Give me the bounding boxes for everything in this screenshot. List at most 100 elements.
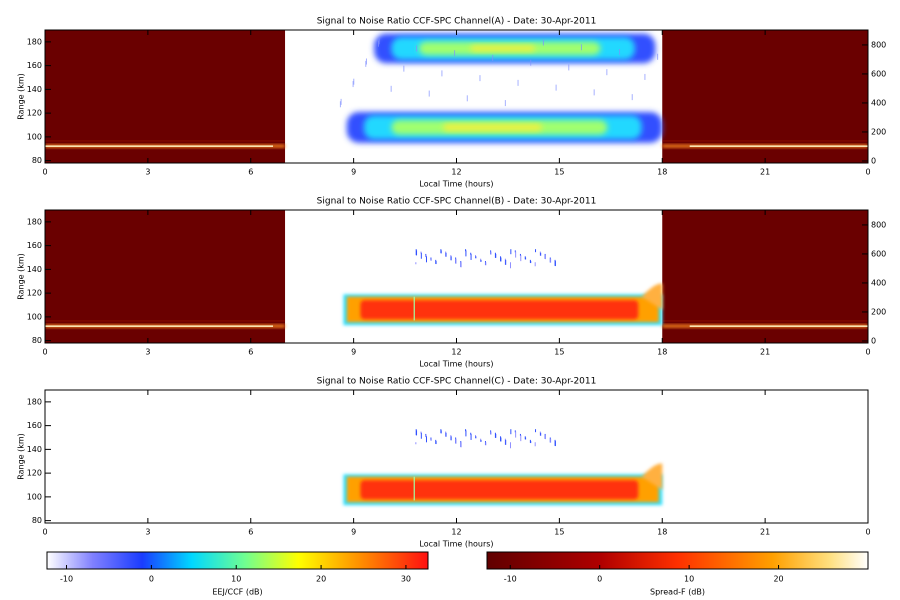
echo-speck [631,94,633,101]
y-tick-label: 120 [27,109,42,118]
x-tick-label: 15 [554,528,564,537]
echo-speck [510,429,512,435]
x-tick-label: 3 [145,168,150,177]
echo-speck [485,442,487,446]
echo-speck [352,81,354,88]
x-tick-label: 18 [657,168,667,177]
y-tick-label: 140 [27,445,42,454]
x-tick-label: 6 [248,168,253,177]
y2-tick-label: 200 [871,307,886,316]
echo-speck [492,54,494,61]
echo-speck [378,38,380,45]
echo-line [413,476,415,501]
echo-speck [580,44,582,51]
x-tick-label: 9 [351,528,356,537]
echo-speck [475,256,477,259]
echo-speck [479,75,481,82]
echo-speck [555,84,557,91]
colorbar-tick-label: 20 [773,575,783,584]
echo-speck [480,439,482,442]
panel-title: Signal to Noise Ratio CCF-SPC Channel(B)… [317,197,597,207]
echo-speck [460,262,462,268]
echo-speck [365,58,367,65]
spread-f-core [45,325,274,327]
spread-f-faint [662,140,868,142]
echo-speck [420,251,422,254]
y-tick-label: 160 [27,241,42,250]
y-tick-label: 80 [32,156,42,165]
echo-speck [515,431,517,438]
echo-speck [416,45,418,52]
echo-speck [530,441,532,444]
colorbar-label: EEJ/CCF (dB) [212,588,262,597]
colorbar [486,551,869,570]
y-tick-label: 160 [27,61,42,70]
y2-tick-label: 800 [871,40,886,49]
echo-bump [641,463,663,490]
echo-line [413,296,415,321]
x-axis-label: Local Time (hours) [419,360,493,369]
echo-speck [540,432,542,436]
spread-f-core [45,145,274,147]
x-tick-label: 21 [760,348,770,357]
echo-speck [475,436,477,439]
x-tick-label: 12 [451,528,461,537]
spread-f-faint [45,320,286,322]
echo-speck [455,438,457,444]
y-axis-label: Range (km) [17,433,26,480]
echo-speck [490,431,492,435]
x-tick-label: 15 [554,348,564,357]
colorbar-tick-label: -10 [60,575,73,584]
colorbar-tick-label: 0 [149,575,154,584]
echo-speck [514,430,516,433]
heatmap [45,30,868,163]
echo-speck [534,262,536,267]
echo-speck [495,433,497,438]
echo-speck [619,49,621,55]
echo-speck [435,441,437,445]
echo-speck [500,437,502,442]
echo-speck [530,59,532,66]
echo-speck [530,261,532,264]
echo-speck [540,252,542,256]
echo-speck [520,255,522,262]
colorbar-tick-label: 10 [684,575,694,584]
echo-speck [490,251,492,255]
echo-speck [505,439,507,445]
x-tick-label: 21 [760,168,770,177]
echo-speck [519,433,521,436]
x-tick-label: 0 [42,168,47,177]
echo-speck [505,259,507,265]
y-tick-label: 180 [27,37,42,46]
y-tick-label: 100 [27,132,42,141]
x-tick-label: 3 [145,528,150,537]
y-tick-label: 100 [27,312,42,321]
echo-speck [520,435,522,442]
echo-speck [445,252,447,257]
x-axis-label: Local Time (hours) [419,180,493,189]
echo-speck [466,95,468,102]
spread-f-faint [662,320,868,322]
echo-speck [416,250,418,256]
colorbar-label: Spread-F (dB) [650,588,705,597]
colorbar [46,551,429,570]
echo-speck [403,65,405,72]
echo-speck [440,430,442,434]
x-tick-label: 0 [865,168,870,177]
echo-speck [425,435,427,438]
spread-f-region [662,210,868,343]
echo-core [360,480,639,500]
x-axis-label: Local Time (hours) [419,540,493,549]
y-tick-label: 120 [27,469,42,478]
echo-speck [525,437,527,440]
y2-tick-label: 0 [871,336,876,345]
y2-tick-label: 600 [871,249,886,258]
colorbar-tick-label: 30 [401,575,411,584]
x-tick-label: 0 [865,528,870,537]
x-tick-label: 9 [351,168,356,177]
echo-speck [440,250,442,254]
colorbar-tick-label: -10 [504,575,517,584]
y-tick-label: 180 [27,397,42,406]
echo-speck [420,252,422,259]
echo-speck [450,256,452,261]
